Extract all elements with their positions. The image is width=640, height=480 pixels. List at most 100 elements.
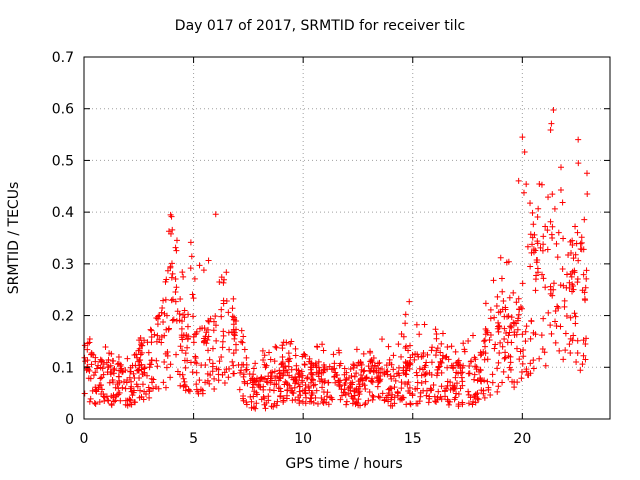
data-point (536, 355, 543, 362)
data-point (133, 354, 140, 361)
data-point (355, 378, 362, 385)
data-point (559, 266, 566, 273)
data-point (508, 323, 515, 330)
data-point (570, 332, 577, 339)
data-point (98, 374, 105, 381)
data-point (569, 241, 576, 248)
plot-frame (83, 56, 611, 420)
data-point (307, 364, 314, 371)
data-point (348, 372, 355, 379)
data-point (237, 369, 244, 376)
data-point (91, 399, 98, 406)
data-point (379, 365, 386, 372)
data-point (392, 377, 399, 384)
data-point (385, 343, 392, 350)
data-point (221, 380, 228, 387)
data-point (347, 366, 354, 373)
data-point (84, 357, 91, 364)
data-point (571, 310, 578, 317)
data-point (262, 405, 269, 412)
data-point (583, 275, 590, 282)
data-point (480, 338, 487, 345)
data-point (502, 354, 509, 361)
data-point (496, 349, 503, 356)
data-point (286, 372, 293, 379)
data-point (204, 370, 211, 377)
data-point (390, 366, 397, 373)
data-point (575, 257, 582, 264)
data-point (177, 295, 184, 302)
data-point (119, 369, 126, 376)
data-point (497, 339, 504, 346)
data-point (343, 369, 350, 376)
data-point (426, 395, 433, 402)
data-point (371, 363, 378, 370)
data-point (470, 332, 477, 339)
data-point (499, 288, 506, 295)
data-point (398, 385, 405, 392)
data-point (269, 369, 276, 376)
data-point (315, 370, 322, 377)
data-point (308, 376, 315, 383)
data-point (97, 375, 104, 382)
data-point (413, 321, 420, 328)
data-point (133, 351, 140, 358)
data-point (414, 379, 421, 386)
data-point (438, 383, 445, 390)
data-point (547, 127, 554, 133)
data-point (501, 313, 508, 320)
data-point (361, 375, 368, 382)
data-point (196, 262, 203, 269)
data-point (132, 362, 139, 369)
data-point (386, 360, 393, 367)
data-point (433, 398, 440, 405)
data-point (513, 320, 520, 327)
data-point (285, 363, 292, 370)
data-point (132, 399, 139, 406)
data-point (190, 313, 197, 320)
data-point (205, 257, 212, 264)
data-point (219, 344, 226, 351)
data-point (465, 338, 472, 345)
data-point (473, 366, 480, 373)
data-point (572, 223, 579, 230)
data-point (105, 363, 112, 370)
data-point (409, 351, 416, 358)
data-point (238, 327, 245, 334)
data-point (134, 367, 141, 374)
data-point (163, 326, 170, 333)
data-point (160, 297, 167, 304)
data-point (173, 351, 180, 358)
data-point (578, 239, 585, 246)
data-point (527, 370, 534, 377)
data-point (201, 335, 208, 342)
data-point (402, 320, 409, 327)
data-point (111, 365, 118, 372)
data-point (148, 357, 155, 364)
data-point (367, 358, 374, 365)
data-point (582, 297, 589, 304)
data-point (285, 358, 292, 365)
data-point (481, 394, 488, 401)
data-point (555, 229, 562, 236)
data-point (123, 379, 130, 386)
data-point (84, 340, 91, 347)
data-point (487, 315, 494, 322)
data-point (500, 368, 507, 375)
data-point (206, 380, 213, 387)
data-point (181, 307, 188, 314)
data-point (350, 361, 357, 368)
data-point (167, 374, 174, 381)
data-point (159, 305, 166, 312)
data-point (185, 311, 192, 318)
data-point (252, 360, 259, 367)
data-point (492, 341, 499, 348)
data-point (530, 221, 537, 228)
data-point (185, 333, 192, 340)
data-point (574, 276, 581, 282)
data-point (306, 398, 313, 405)
data-point (106, 379, 113, 386)
data-point (308, 395, 315, 402)
data-point (101, 398, 108, 405)
data-point (560, 235, 567, 242)
